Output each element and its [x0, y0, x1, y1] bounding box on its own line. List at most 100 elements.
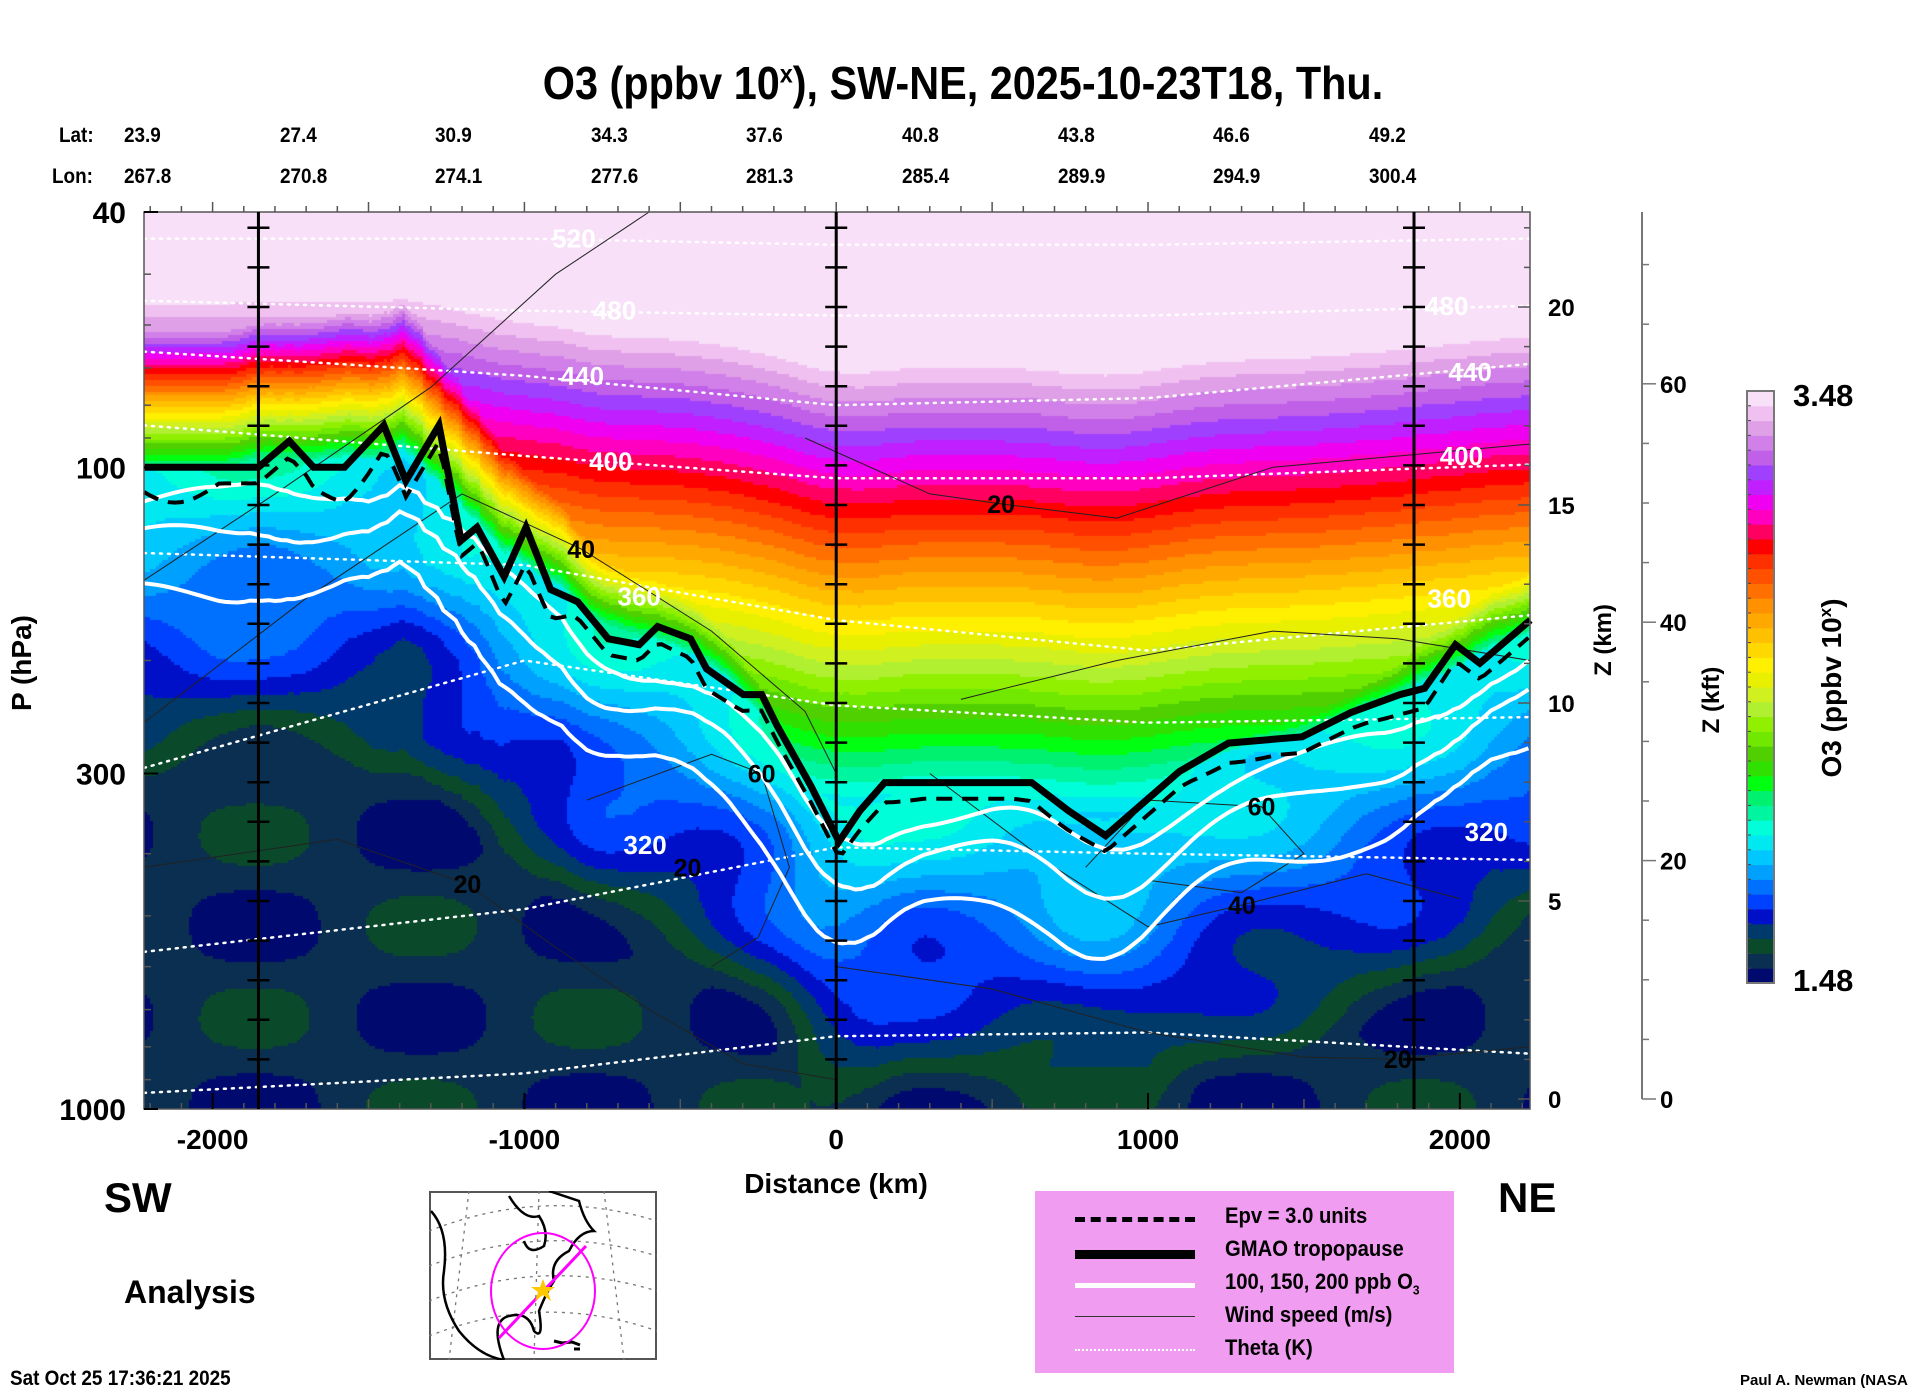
legend-sample-white — [1075, 1283, 1195, 1288]
y-tick-label: 300 — [76, 758, 126, 791]
legend: Epv = 3.0 units GMAO tropopause 100, 150, … — [1035, 1191, 1454, 1373]
z-km-tick-label: 0 — [1548, 1087, 1561, 1114]
wind-label: 20 — [674, 854, 702, 882]
colorbar-swatch — [1747, 909, 1774, 925]
colorbar-swatch — [1747, 849, 1774, 866]
lat-value: 30.9 — [435, 124, 472, 147]
lat-label: Lat: — [59, 124, 94, 147]
legend-label-text: Theta (K) — [1225, 1335, 1313, 1360]
colorbar-swatch — [1747, 627, 1774, 644]
colorbar-swatch — [1747, 583, 1774, 599]
x-tick-label: 1000 — [1117, 1124, 1179, 1155]
legend-label: GMAO tropopause — [1225, 1236, 1404, 1262]
lon-value: 281.3 — [746, 165, 794, 188]
y-tick-label: 40 — [93, 197, 126, 230]
z-kft-tick-label: 0 — [1660, 1087, 1673, 1114]
x-tick-label: -2000 — [177, 1124, 249, 1155]
colorbar-swatch — [1747, 938, 1774, 954]
colorbar-swatch — [1747, 731, 1774, 747]
colorbar-swatch — [1747, 657, 1774, 673]
y-tick-label: 1000 — [59, 1094, 126, 1127]
lat-value: 23.9 — [124, 124, 161, 147]
colorbar-swatch — [1747, 820, 1774, 836]
lon-label: Lon: — [52, 165, 93, 188]
z-kft-tick-label: 40 — [1660, 610, 1687, 637]
lon-value: 274.1 — [435, 165, 483, 188]
colorbar-swatch — [1747, 672, 1774, 688]
wind-contour-40 — [960, 630, 1531, 700]
colorbar-swatch — [1747, 790, 1774, 806]
lat-value: 43.8 — [1057, 124, 1095, 147]
legend-label: Theta (K) — [1225, 1335, 1313, 1361]
colorbar-swatch — [1747, 642, 1774, 658]
colorbar-frame — [1746, 390, 1775, 984]
colorbar-swatch — [1747, 450, 1774, 466]
lon-value: 300.4 — [1368, 165, 1417, 188]
lon-value: 294.9 — [1213, 165, 1261, 188]
theta-label: 320 — [623, 830, 666, 860]
wind-label: 40 — [1228, 892, 1256, 920]
colorbar-label: O3 (ppbv 10x) — [1815, 598, 1848, 778]
map-range-circle — [490, 1232, 596, 1350]
theta-label: 440 — [1448, 357, 1491, 387]
colorbar-min-label: 1.48 — [1793, 963, 1854, 998]
colorbar-swatch — [1747, 775, 1774, 792]
y-axis-label: P (hPa) — [6, 615, 37, 711]
ne-end-label: NE — [1498, 1174, 1557, 1221]
colorbar-swatch — [1747, 465, 1774, 481]
colorbar-swatch — [1747, 805, 1774, 821]
lat-value: 27.4 — [279, 124, 317, 147]
lon-value: 285.4 — [902, 165, 950, 188]
colorbar-swatch — [1747, 879, 1774, 895]
legend-label-subscript: 3 — [1412, 1282, 1420, 1298]
colorbar-swatch — [1747, 494, 1774, 510]
colorbar-swatch — [1747, 968, 1774, 984]
chart-title: O3 (ppbv 10x), SW-NE, 2025-10-23T18, Thu… — [542, 57, 1384, 109]
colorbar-swatch — [1747, 894, 1774, 910]
timestamp: Sat Oct 25 17:36:21 2025 — [10, 1367, 231, 1390]
legend-label: Epv = 3.0 units — [1225, 1203, 1367, 1229]
theta-contour-320 — [142, 846, 1532, 954]
theta-label: 360 — [617, 582, 660, 612]
wind-contour-60 — [586, 753, 790, 968]
colorbar-swatch — [1747, 553, 1774, 570]
colorbar-swatch — [1747, 420, 1774, 436]
colorbar-swatch — [1747, 435, 1774, 451]
z-kft-tick-label: 60 — [1660, 372, 1687, 399]
colorbar-swatch — [1747, 687, 1774, 703]
z-km-tick-label: 10 — [1548, 691, 1575, 718]
colorbar-swatch — [1747, 835, 1774, 851]
wind-label: 60 — [1248, 794, 1276, 822]
z-kft-axis-label: Z (kft) — [1698, 666, 1725, 734]
lat-value: 49.2 — [1368, 124, 1406, 147]
theta-label: 520 — [552, 224, 595, 254]
colorbar-swatch — [1747, 539, 1774, 555]
colorbar-swatch — [1747, 598, 1774, 614]
legend-label-text: 100, 150, 200 ppb O — [1225, 1269, 1413, 1294]
colorbar-swatch — [1747, 746, 1774, 762]
colorbar-swatch — [1747, 479, 1774, 496]
theta-label: 360 — [1428, 583, 1471, 613]
wind-contour-20 — [143, 211, 650, 581]
colorbar-swatch — [1747, 864, 1774, 880]
theta-label: 440 — [561, 361, 604, 391]
colorbar-swatch — [1747, 405, 1774, 422]
theta-label: 480 — [1425, 291, 1468, 321]
wind-contour-40 — [143, 493, 837, 774]
theta-label: 400 — [589, 447, 632, 477]
legend-label: Wind speed (m/s) — [1225, 1302, 1392, 1328]
legend-label-text: GMAO tropopause — [1225, 1236, 1404, 1261]
colorbar-swatch — [1747, 613, 1774, 629]
tropopause-line — [144, 415, 1533, 849]
legend-label-text: Epv = 3.0 units — [1225, 1203, 1368, 1228]
colorbar-swatch — [1747, 701, 1774, 718]
x-axis-label: Distance (km) — [744, 1168, 928, 1199]
lat-value: 37.6 — [746, 124, 784, 147]
colorbar-swatch — [1747, 761, 1774, 777]
z-km-tick-label: 5 — [1548, 889, 1561, 916]
colorbar-swatch — [1747, 391, 1774, 407]
legend-label: 100, 150, 200 ppb O3 — [1225, 1269, 1420, 1297]
x-tick-label: 2000 — [1429, 1124, 1491, 1155]
theta-label: 320 — [1465, 817, 1508, 847]
